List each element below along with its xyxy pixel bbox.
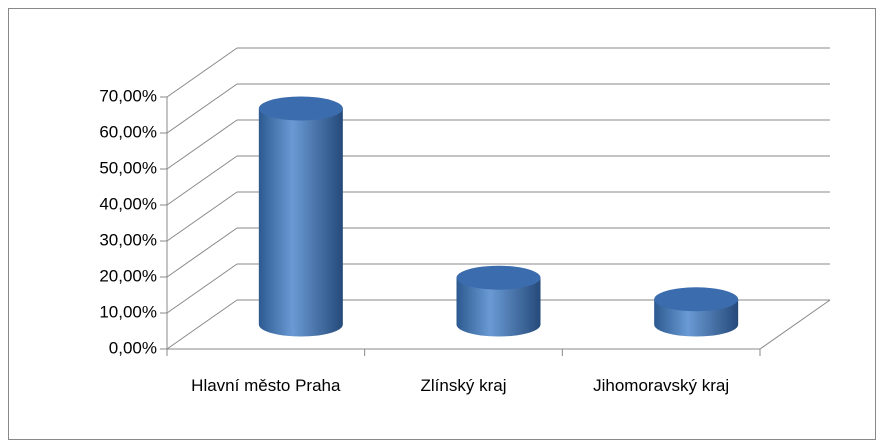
bar	[456, 265, 541, 337]
y-tick-label: 20,00%	[99, 266, 157, 285]
y-tick-label: 30,00%	[99, 230, 157, 249]
x-tick-label: Hlavní město Praha	[191, 376, 341, 395]
bar-body	[258, 108, 343, 337]
y-tick-label: 0,00%	[109, 338, 157, 357]
grid-line	[166, 299, 238, 350]
bar-top	[258, 96, 343, 121]
bar-body	[456, 277, 541, 337]
grid-line	[166, 191, 238, 242]
grid-line	[166, 119, 238, 170]
bar-top	[654, 287, 739, 312]
grid-line	[166, 227, 238, 278]
y-tick-label: 50,00%	[99, 158, 157, 177]
bar	[258, 96, 343, 337]
grid-line	[166, 263, 238, 314]
x-tick-label: Jihomoravský kraj	[593, 376, 730, 395]
y-tick-label: 60,00%	[99, 122, 157, 141]
y-tick-label: 70,00%	[99, 86, 157, 105]
y-tick-label: 10,00%	[99, 302, 157, 321]
chart-border	[8, 8, 876, 440]
y-tick-label: 40,00%	[99, 194, 157, 213]
x-tick-label: Zlínský kraj	[420, 376, 507, 395]
grid-line	[166, 155, 238, 206]
grid-line	[166, 47, 238, 98]
bar-top	[456, 265, 541, 290]
grid-line	[166, 83, 238, 134]
floor-edge	[759, 299, 831, 350]
bar	[654, 287, 739, 337]
